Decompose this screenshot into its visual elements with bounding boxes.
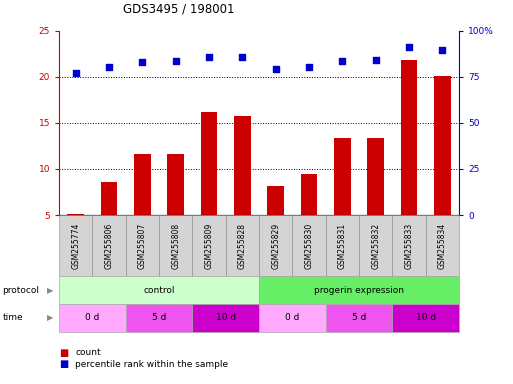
Text: ■: ■ (59, 348, 68, 358)
Point (138, 59, 147, 65)
Text: GDS3495 / 198001: GDS3495 / 198001 (123, 2, 235, 15)
Text: GSM255834: GSM255834 (438, 223, 447, 269)
Bar (367, 137, 384, 261)
Text: GSM255774: GSM255774 (71, 223, 80, 269)
Text: GSM255808: GSM255808 (171, 223, 180, 269)
Point (338, 58, 346, 64)
Text: 10 d: 10 d (215, 313, 236, 323)
Point (305, 64, 313, 70)
Point (171, 58, 180, 64)
Point (205, 55, 213, 61)
Text: ▶: ▶ (47, 286, 54, 295)
Text: 0 d: 0 d (85, 313, 100, 323)
Text: percentile rank within the sample: percentile rank within the sample (75, 360, 228, 369)
Text: ■: ■ (59, 359, 68, 369)
Text: control: control (143, 286, 175, 295)
Bar (301, 174, 318, 261)
Bar (234, 116, 251, 261)
Text: 10 d: 10 d (416, 313, 436, 323)
Bar (67, 214, 84, 261)
Text: 0 d: 0 d (285, 313, 300, 323)
Text: ▶: ▶ (47, 313, 54, 323)
Bar (334, 137, 351, 261)
Point (405, 44, 413, 50)
Bar (434, 76, 451, 261)
Point (238, 55, 246, 61)
Point (71, 70, 80, 76)
Text: protocol: protocol (3, 286, 40, 295)
Text: time: time (3, 313, 23, 323)
Text: 5 d: 5 d (152, 313, 166, 323)
Text: GSM255829: GSM255829 (271, 223, 280, 269)
Point (438, 47, 446, 53)
Text: count: count (75, 348, 101, 358)
Text: 5 d: 5 d (352, 313, 366, 323)
Point (105, 64, 113, 70)
Bar (401, 60, 418, 261)
Point (271, 65, 280, 71)
Bar (101, 182, 117, 261)
Text: GSM255832: GSM255832 (371, 223, 380, 269)
Text: GSM255833: GSM255833 (405, 223, 413, 269)
Bar (201, 112, 218, 261)
Text: GSM255828: GSM255828 (238, 223, 247, 269)
Text: GSM255809: GSM255809 (205, 223, 213, 269)
Point (371, 57, 380, 63)
Text: GSM255806: GSM255806 (105, 223, 113, 269)
Bar (167, 154, 184, 261)
Text: GSM255807: GSM255807 (138, 223, 147, 269)
Bar (134, 154, 151, 261)
Text: GSM255831: GSM255831 (338, 223, 347, 269)
Bar (267, 187, 284, 261)
Text: progerin expression: progerin expression (314, 286, 404, 295)
Text: GSM255830: GSM255830 (305, 223, 313, 269)
